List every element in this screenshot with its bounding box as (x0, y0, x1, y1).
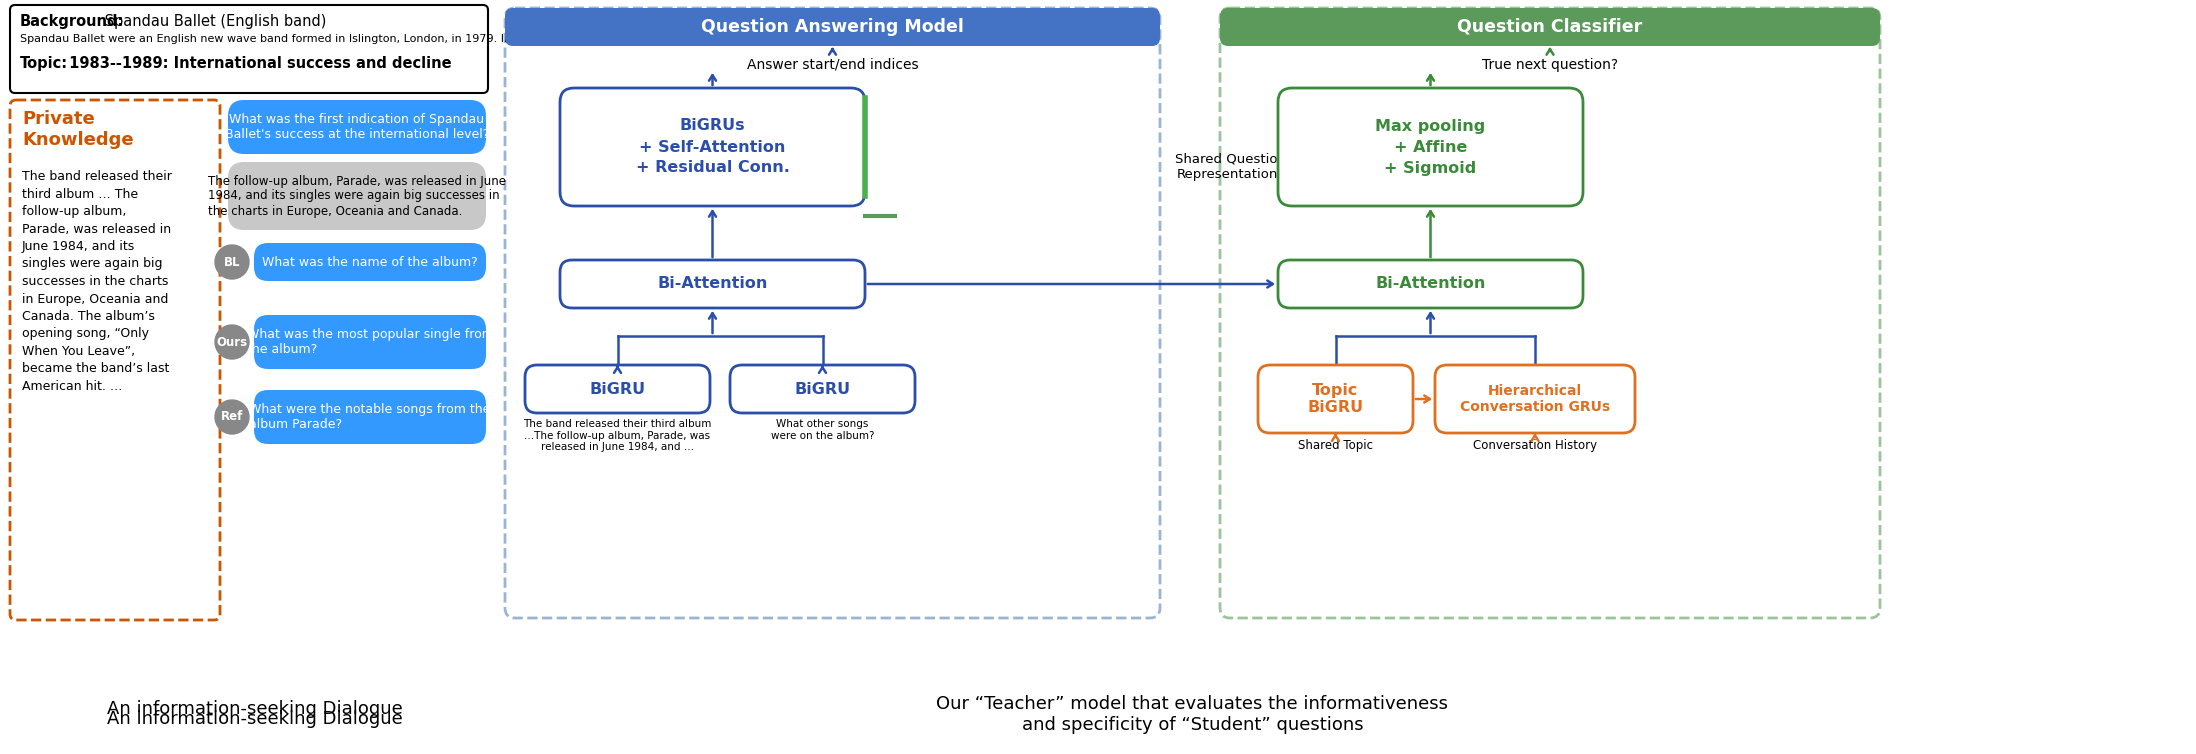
Text: Answer start/end indices: Answer start/end indices (747, 58, 918, 72)
FancyBboxPatch shape (729, 365, 916, 413)
Text: Question Classifier: Question Classifier (1458, 18, 1643, 36)
Text: Spandau Ballet (English band): Spandau Ballet (English band) (101, 14, 327, 29)
FancyBboxPatch shape (255, 315, 485, 369)
Text: What was the name of the album?: What was the name of the album? (261, 256, 479, 268)
Text: Topic
BiGRU: Topic BiGRU (1307, 383, 1364, 415)
Text: An information-seeking Dialogue: An information-seeking Dialogue (108, 700, 402, 718)
Text: What were the notable songs from the
album Parade?: What were the notable songs from the alb… (250, 403, 490, 431)
FancyBboxPatch shape (228, 162, 485, 230)
FancyBboxPatch shape (505, 8, 1159, 46)
FancyBboxPatch shape (1278, 88, 1583, 206)
FancyBboxPatch shape (228, 100, 485, 154)
FancyBboxPatch shape (525, 365, 709, 413)
Circle shape (215, 400, 248, 434)
Text: The band released their
third album … The
follow-up album,
Parade, was released : The band released their third album … Th… (22, 170, 171, 393)
FancyBboxPatch shape (1434, 365, 1636, 433)
Text: Conversation History: Conversation History (1474, 439, 1596, 452)
Text: Background:: Background: (20, 14, 125, 29)
Text: What was the most popular single from
the album?: What was the most popular single from th… (246, 328, 494, 356)
Text: Shared Topic: Shared Topic (1298, 439, 1372, 452)
Text: Spandau Ballet were an English new wave band formed in Islington, London, in 197: Spandau Ballet were an English new wave … (20, 34, 578, 44)
Text: 1983--1989: International success and decline: 1983--1989: International success and de… (64, 56, 452, 71)
Text: Bi-Attention: Bi-Attention (1375, 277, 1487, 292)
Text: BL: BL (224, 256, 239, 268)
FancyBboxPatch shape (560, 88, 865, 206)
Text: BiGRU: BiGRU (795, 382, 850, 397)
Text: Shared Question
Representations: Shared Question Representations (1175, 153, 1287, 181)
Text: Our “Teacher” model that evaluates the informativeness
and specificity of “Stude: Our “Teacher” model that evaluates the i… (935, 695, 1449, 734)
Text: The follow-up album, Parade, was released in June
1984, and its singles were aga: The follow-up album, Parade, was release… (209, 174, 505, 217)
FancyBboxPatch shape (11, 100, 220, 620)
Circle shape (215, 325, 248, 359)
Text: Ref: Ref (222, 410, 244, 424)
Text: BiGRU: BiGRU (589, 382, 646, 397)
Text: Hierarchical
Conversation GRUs: Hierarchical Conversation GRUs (1460, 384, 1610, 414)
Text: What was the first indication of Spandau
Ballet's success at the international l: What was the first indication of Spandau… (224, 113, 490, 141)
Text: Bi-Attention: Bi-Attention (657, 277, 769, 292)
FancyBboxPatch shape (1221, 8, 1880, 46)
Text: Topic:: Topic: (20, 56, 68, 71)
Text: Ours: Ours (217, 336, 248, 348)
Circle shape (215, 245, 248, 279)
FancyBboxPatch shape (1258, 365, 1412, 433)
Text: Private
Knowledge: Private Knowledge (22, 110, 134, 149)
FancyBboxPatch shape (1278, 260, 1583, 308)
Text: An information-seeking Dialogue: An information-seeking Dialogue (108, 710, 402, 728)
Text: True next question?: True next question? (1482, 58, 1618, 72)
Text: The band released their third album
...The follow-up album, Parade, was
released: The band released their third album ...T… (523, 419, 712, 452)
Text: BiGRUs
+ Self-Attention
+ Residual Conn.: BiGRUs + Self-Attention + Residual Conn. (635, 118, 788, 176)
FancyBboxPatch shape (255, 243, 485, 281)
FancyBboxPatch shape (560, 260, 865, 308)
Text: What other songs
were on the album?: What other songs were on the album? (771, 419, 874, 440)
FancyBboxPatch shape (11, 5, 488, 93)
Text: Question Answering Model: Question Answering Model (701, 18, 964, 36)
Text: Max pooling
+ Affine
+ Sigmoid: Max pooling + Affine + Sigmoid (1375, 118, 1487, 176)
FancyBboxPatch shape (255, 390, 485, 444)
